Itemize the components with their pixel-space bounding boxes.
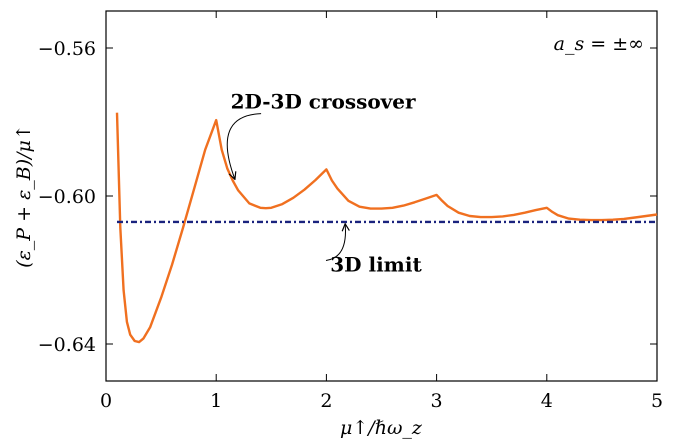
x-tick-label: 0 [100, 390, 112, 412]
plot-frame [105, 10, 658, 382]
annotation-label-1: 2D-3D crossover [231, 90, 416, 114]
series-line-1 [115, 112, 658, 344]
x-tick-label: 5 [651, 390, 663, 412]
y-tick-label: −0.64 [38, 334, 96, 356]
y-tick-label: −0.56 [38, 38, 96, 60]
x-tick-label: 2 [320, 390, 332, 412]
annotation-arrow-1 [226, 113, 262, 180]
x-tick-label: 1 [210, 390, 222, 412]
corner-label: a_s = ±∞ [554, 33, 644, 55]
x-tick-label: 3 [431, 390, 443, 412]
annotation-label-2: 3D limit [330, 252, 422, 276]
x-tick-label: 4 [541, 390, 553, 412]
y-tick-label: −0.60 [38, 186, 96, 208]
y-axis-title: (ε_P + ε_B)/μ↑ [13, 124, 35, 268]
x-axis-title: μ↑/ℏω_z [340, 417, 423, 439]
annotation-arrow-2 [325, 224, 346, 261]
